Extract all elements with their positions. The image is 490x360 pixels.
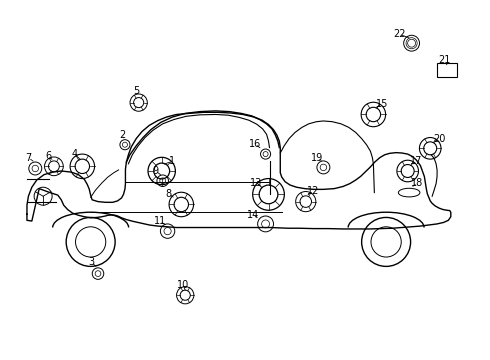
Text: 9: 9 [153, 166, 159, 176]
Text: 11: 11 [154, 216, 166, 226]
Text: 10: 10 [177, 280, 190, 290]
Text: 22: 22 [393, 29, 406, 39]
Text: 14: 14 [247, 210, 259, 220]
Text: 18: 18 [412, 178, 424, 188]
Text: 12: 12 [307, 186, 320, 196]
Text: 4: 4 [72, 149, 77, 159]
Text: 3: 3 [88, 257, 94, 267]
Text: 7: 7 [25, 153, 31, 163]
Text: 1: 1 [170, 156, 175, 166]
Text: 21: 21 [439, 55, 451, 66]
Text: 2: 2 [120, 130, 125, 140]
Text: 19: 19 [312, 153, 323, 163]
Text: 13: 13 [250, 178, 262, 188]
Text: 16: 16 [249, 139, 261, 149]
Text: 17: 17 [410, 156, 423, 166]
Text: 5: 5 [133, 86, 139, 96]
Text: 6: 6 [45, 150, 51, 161]
Text: 20: 20 [433, 134, 445, 144]
Text: 8: 8 [166, 189, 171, 199]
Text: 15: 15 [376, 99, 389, 109]
